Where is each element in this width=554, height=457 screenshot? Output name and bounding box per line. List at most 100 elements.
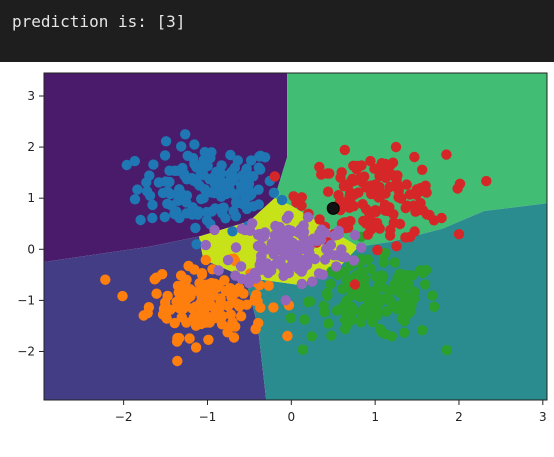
data-point-class-2 [285, 312, 296, 324]
data-point-class-2 [299, 314, 310, 325]
data-point-class-3 [288, 191, 299, 202]
data-point-class-3 [409, 226, 420, 237]
plot-frame [43, 72, 548, 401]
data-point-class-0 [216, 186, 228, 197]
data-point-class-3 [393, 185, 404, 196]
data-point-class-2 [372, 310, 383, 321]
data-point-class-0 [229, 172, 240, 183]
data-point-class-1 [255, 302, 266, 313]
decision-region-1 [44, 236, 267, 400]
data-point-class-2 [297, 344, 309, 355]
data-point-class-3 [314, 161, 325, 173]
data-point-class-4 [200, 239, 211, 251]
data-point-class-0 [174, 191, 185, 202]
data-point-class-3 [374, 223, 385, 234]
data-point-class-0 [160, 136, 172, 147]
data-point-class-3 [409, 151, 420, 163]
data-point-class-3 [269, 171, 280, 182]
data-point-class-1 [151, 288, 162, 299]
data-point-class-3 [357, 199, 368, 210]
data-point-class-4 [297, 264, 308, 275]
data-point-class-1 [151, 272, 162, 283]
data-point-class-0 [165, 188, 176, 200]
data-point-class-1 [176, 312, 187, 323]
data-point-class-2 [365, 263, 377, 275]
data-point-class-0 [189, 139, 200, 150]
data-point-class-3 [380, 172, 391, 183]
data-point-class-0 [245, 155, 257, 166]
figure-area: −2 −1 0 1 2 3 3 2 1 0 −1 −2 [0, 62, 554, 457]
data-point-class-1 [175, 270, 187, 281]
decision-boundary-scatter-chart: −2 −1 0 1 2 3 3 2 1 0 −1 −2 [17, 72, 548, 424]
data-point-class-2 [398, 302, 409, 313]
data-point-class-3 [388, 217, 399, 228]
data-point-class-0 [227, 226, 238, 237]
data-point-class-1 [100, 274, 111, 285]
data-point-class-3 [408, 200, 419, 211]
data-point-class-1 [229, 287, 241, 299]
data-point-class-4 [356, 242, 367, 253]
data-point-class-2 [381, 306, 392, 317]
data-point-class-2 [378, 257, 389, 268]
data-point-class-3 [452, 183, 463, 194]
data-point-class-0 [148, 159, 159, 170]
data-point-class-2 [380, 247, 391, 259]
data-point-class-1 [184, 333, 195, 344]
data-point-class-0 [229, 162, 241, 173]
data-point-class-1 [196, 269, 208, 280]
data-point-class-0 [218, 202, 229, 213]
data-point-class-1 [173, 287, 184, 298]
data-point-class-3 [441, 149, 452, 160]
data-point-class-3 [351, 164, 362, 175]
data-point-class-3 [372, 188, 383, 199]
x-tick-label: 0 [287, 410, 295, 424]
data-point-class-4 [252, 229, 264, 240]
data-point-class-3 [421, 187, 432, 198]
data-point-class-3 [366, 215, 377, 227]
data-point-class-4 [287, 260, 298, 272]
data-point-class-4 [267, 245, 278, 256]
data-point-class-4 [277, 231, 288, 243]
data-point-class-4 [348, 255, 360, 266]
query-point [326, 201, 340, 215]
data-point-class-3 [387, 157, 399, 168]
data-point-class-4 [333, 225, 344, 237]
data-point-class-1 [204, 286, 215, 297]
data-point-class-2 [362, 306, 373, 317]
data-point-class-0 [216, 160, 227, 171]
data-point-class-4 [314, 268, 325, 280]
data-point-class-0 [209, 178, 220, 189]
data-point-class-0 [253, 162, 265, 173]
data-point-class-1 [263, 280, 274, 291]
data-point-class-3 [417, 164, 428, 175]
data-point-class-1 [206, 277, 217, 289]
data-point-class-1 [178, 303, 189, 314]
data-point-class-2 [376, 270, 387, 281]
data-point-class-1 [172, 355, 183, 367]
data-point-class-4 [307, 276, 318, 287]
data-point-class-2 [399, 315, 410, 327]
data-point-class-0 [141, 177, 152, 188]
data-point-class-1 [250, 323, 261, 335]
data-point-class-3 [421, 209, 433, 220]
data-point-class-4 [315, 234, 327, 245]
data-point-class-2 [349, 271, 361, 282]
data-point-class-4 [331, 261, 342, 272]
data-point-class-3 [339, 144, 350, 156]
data-point-class-1 [174, 332, 185, 344]
data-point-class-0 [181, 174, 193, 185]
data-point-class-4 [235, 261, 247, 272]
data-point-class-3 [314, 214, 325, 225]
data-point-class-0 [190, 222, 201, 234]
data-point-class-0 [121, 159, 132, 171]
data-point-class-3 [376, 158, 388, 169]
data-point-class-0 [193, 206, 204, 217]
data-point-class-1 [203, 334, 214, 345]
data-point-class-2 [400, 280, 412, 292]
data-point-class-2 [420, 279, 431, 290]
data-point-class-1 [223, 300, 234, 312]
data-point-class-4 [340, 252, 351, 263]
data-point-class-3 [453, 229, 465, 240]
data-point-class-3 [363, 207, 375, 219]
data-point-class-0 [129, 155, 140, 167]
